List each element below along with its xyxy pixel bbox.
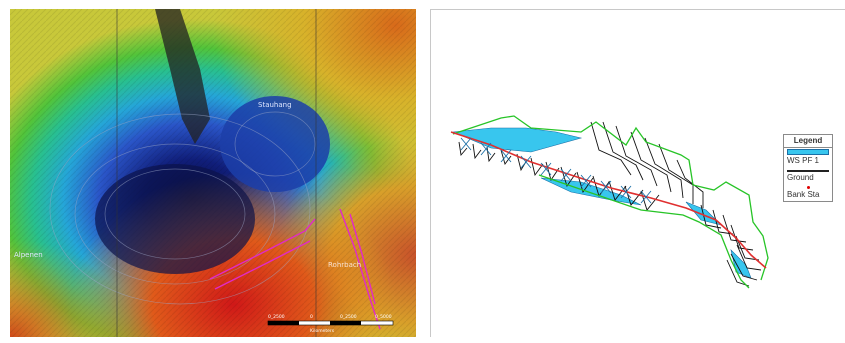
- scale-tick-label: 0_2500: [340, 314, 357, 320]
- contour-lines: [49, 111, 316, 305]
- lake-deep: [95, 164, 255, 274]
- river-profile-view: Legend WS PF 1 Ground Bank Sta: [430, 9, 845, 337]
- river-overlay: [209, 208, 381, 330]
- bank-station-swatch: [806, 186, 810, 189]
- water-swatch: [787, 149, 829, 155]
- river-profile-canvas: [450, 115, 769, 289]
- place-label: Alpenen: [14, 251, 43, 259]
- valley-settlement: [155, 9, 210, 144]
- legend-item-bank: Bank Sta: [787, 190, 820, 199]
- elevation-map-canvas: Alpenen Rohrbach Stauhang 0_2500 0 0_250…: [10, 9, 416, 337]
- legend-title: Legend: [784, 135, 832, 148]
- place-label: Rohrbach: [328, 261, 361, 269]
- scale-tick-label: 0: [310, 314, 313, 320]
- place-label: Stauhang: [258, 101, 292, 109]
- bank-boundary: [452, 115, 769, 289]
- legend-item-ground: Ground: [787, 173, 814, 182]
- water-surface: [452, 127, 752, 279]
- scale-tick-label: 0_5000: [375, 314, 392, 320]
- elevation-map: Alpenen Rohrbach Stauhang 0_2500 0 0_250…: [10, 9, 416, 337]
- legend-item-water: WS PF 1: [787, 156, 820, 165]
- channel-centerline: [450, 131, 767, 269]
- scale-bar: 0_2500 0 0_2500 0_5000 Kilometers: [267, 314, 394, 334]
- profile-legend: Legend WS PF 1 Ground Bank Sta: [783, 134, 833, 202]
- map-grid: [116, 9, 317, 337]
- scale-unit-label: Kilometers: [310, 328, 335, 334]
- scale-tick-label: 0_2500: [268, 314, 285, 320]
- ground-swatch: [787, 170, 829, 172]
